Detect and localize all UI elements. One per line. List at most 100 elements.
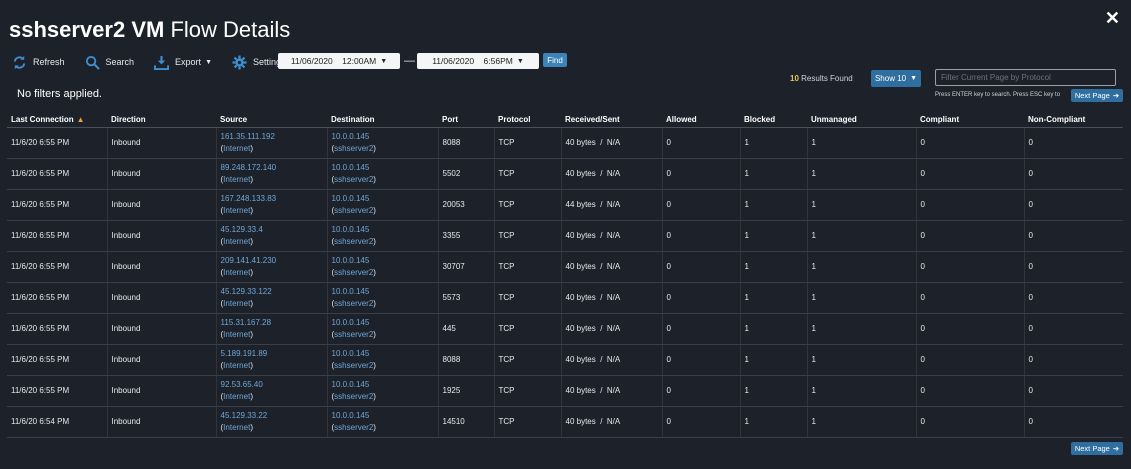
close-icon[interactable]: ✕ xyxy=(1104,8,1120,28)
cell-direction: Inbound xyxy=(107,251,217,283)
destination-host-link[interactable]: sshserver2 xyxy=(334,392,374,401)
destination-ip-link[interactable]: 10.0.0.145 xyxy=(331,411,370,420)
next-page-button-bottom[interactable]: Next Page ➔ xyxy=(1071,442,1123,455)
source-zone-link[interactable]: Internet xyxy=(223,299,251,308)
page-size-select[interactable]: Show 10 ▼ xyxy=(871,70,921,87)
source-ip-link[interactable]: 167.248.133.83 xyxy=(220,194,277,203)
cell-destination: 10.0.0.145 (sshserver2) xyxy=(327,406,439,438)
source-zone-link[interactable]: Internet xyxy=(223,392,251,401)
source-zone-link[interactable]: Internet xyxy=(223,361,251,370)
search-button[interactable]: Search xyxy=(85,55,135,70)
destination-host-link[interactable]: sshserver2 xyxy=(334,144,374,153)
destination-host-link[interactable]: sshserver2 xyxy=(334,175,374,184)
source-zone-link[interactable]: Internet xyxy=(223,237,251,246)
table-row[interactable]: 11/6/20 6:55 PM Inbound 45.129.33.4 (Intern… xyxy=(7,220,1123,252)
source-ip-link[interactable]: 45.129.33.22 xyxy=(220,411,268,420)
destination-ip-link[interactable]: 10.0.0.145 xyxy=(331,194,370,203)
arrow-right-icon: ➔ xyxy=(1112,91,1120,100)
table-row[interactable]: 11/6/20 6:55 PM Inbound 5.189.191.89 (Inter… xyxy=(7,344,1123,376)
results-number: 10 xyxy=(790,74,799,83)
cell-last-connection: 11/6/20 6:55 PM xyxy=(7,251,108,283)
destination-ip-link[interactable]: 10.0.0.145 xyxy=(331,380,370,389)
source-zone-link[interactable]: Internet xyxy=(223,423,251,432)
destination-host-link[interactable]: sshserver2 xyxy=(334,237,374,246)
destination-host-link[interactable]: sshserver2 xyxy=(334,268,374,277)
source-ip-link[interactable]: 5.189.191.89 xyxy=(220,349,268,358)
table-row[interactable]: 11/6/20 6:55 PM Inbound 115.31.167.28 (Inte… xyxy=(7,313,1123,345)
col-port[interactable]: Port xyxy=(438,111,494,128)
cell-direction: Inbound xyxy=(107,344,217,376)
col-last-connection[interactable]: Last Connection ▲ xyxy=(7,111,107,128)
cell-blocked: 1 xyxy=(740,251,808,283)
protocol-filter-input[interactable] xyxy=(935,69,1116,86)
table-row[interactable]: 11/6/20 6:55 PM Inbound 161.35.111.192 (Int… xyxy=(7,127,1123,159)
destination-ip-link[interactable]: 10.0.0.145 xyxy=(331,287,370,296)
source-zone-link[interactable]: Internet xyxy=(223,175,251,184)
col-allowed[interactable]: Allowed xyxy=(662,111,740,128)
cell-blocked: 1 xyxy=(740,127,808,159)
col-unmanaged[interactable]: Unmanaged xyxy=(807,111,916,128)
table-row[interactable]: 11/6/20 6:55 PM Inbound 209.141.41.230 (Int… xyxy=(7,251,1123,283)
destination-ip-link[interactable]: 10.0.0.145 xyxy=(331,256,370,265)
cell-received-sent: 40 bytes / N/A xyxy=(561,251,663,283)
source-ip-link[interactable]: 92.53.65.40 xyxy=(220,380,263,389)
cell-unmanaged: 1 xyxy=(807,282,917,314)
table-row[interactable]: 11/6/20 6:55 PM Inbound 92.53.65.40 (Intern… xyxy=(7,375,1123,407)
cell-compliant: 0 xyxy=(916,127,1025,159)
end-date-picker[interactable]: 11/06/2020 6:56PM ▼ xyxy=(417,53,539,69)
col-source[interactable]: Source xyxy=(216,111,327,128)
cell-unmanaged: 1 xyxy=(807,344,917,376)
search-label: Search xyxy=(105,57,135,67)
source-zone-link[interactable]: Internet xyxy=(223,268,251,277)
destination-host-link[interactable]: sshserver2 xyxy=(334,361,374,370)
cell-allowed: 0 xyxy=(662,406,741,438)
refresh-button[interactable]: Refresh xyxy=(12,55,65,70)
cell-compliant: 0 xyxy=(916,406,1025,438)
table-row[interactable]: 11/6/20 6:55 PM Inbound 167.248.133.83 (Int… xyxy=(7,189,1123,221)
destination-host-link[interactable]: sshserver2 xyxy=(334,299,374,308)
export-button[interactable]: Export ▼ xyxy=(154,55,212,70)
destination-host-link[interactable]: sshserver2 xyxy=(334,423,374,432)
source-ip-link[interactable]: 115.31.167.28 xyxy=(220,318,272,327)
cell-unmanaged: 1 xyxy=(807,375,917,407)
cell-last-connection: 11/6/20 6:55 PM xyxy=(7,375,108,407)
source-zone-link[interactable]: Internet xyxy=(223,206,251,215)
destination-host-link[interactable]: sshserver2 xyxy=(334,206,374,215)
destination-ip-link[interactable]: 10.0.0.145 xyxy=(331,349,370,358)
col-received-sent[interactable]: Received/Sent xyxy=(561,111,662,128)
start-date-picker[interactable]: 11/06/2020 12:00AM ▼ xyxy=(278,53,400,69)
cell-source: 161.35.111.192 (Internet) xyxy=(216,127,328,159)
source-ip-link[interactable]: 161.35.111.192 xyxy=(220,132,275,141)
source-ip-link[interactable]: 45.129.33.122 xyxy=(220,287,272,296)
cell-destination: 10.0.0.145 (sshserver2) xyxy=(327,251,439,283)
source-zone-link[interactable]: Internet xyxy=(223,144,251,153)
destination-ip-link[interactable]: 10.0.0.145 xyxy=(331,318,370,327)
settings-label: Settings xyxy=(253,57,286,67)
cell-allowed: 0 xyxy=(662,282,741,314)
source-ip-link[interactable]: 45.129.33.4 xyxy=(220,225,263,234)
destination-ip-link[interactable]: 10.0.0.145 xyxy=(331,163,370,172)
next-page-label: Next Page xyxy=(1074,91,1110,100)
source-ip-link[interactable]: 89.248.172.140 xyxy=(220,163,277,172)
destination-ip-link[interactable]: 10.0.0.145 xyxy=(331,225,370,234)
source-zone-link[interactable]: Internet xyxy=(223,330,251,339)
col-destination[interactable]: Destination xyxy=(327,111,438,128)
cell-destination: 10.0.0.145 (sshserver2) xyxy=(327,344,439,376)
col-protocol[interactable]: Protocol xyxy=(494,111,561,128)
col-non-compliant[interactable]: Non-Compliant xyxy=(1024,111,1123,128)
destination-ip-link[interactable]: 10.0.0.145 xyxy=(331,132,370,141)
source-ip-link[interactable]: 209.141.41.230 xyxy=(220,256,277,265)
table-row[interactable]: 11/6/20 6:54 PM Inbound 45.129.33.22 (Inter… xyxy=(7,406,1123,438)
next-page-button-top[interactable]: Next Page ➔ xyxy=(1071,89,1123,102)
find-button[interactable]: Find xyxy=(543,53,567,67)
table-row[interactable]: 11/6/20 6:55 PM Inbound 89.248.172.140 (Int… xyxy=(7,158,1123,190)
settings-button[interactable]: Settings xyxy=(232,54,286,70)
table-row[interactable]: 11/6/20 6:55 PM Inbound 45.129.33.122 (Inte… xyxy=(7,282,1123,314)
destination-host-link[interactable]: sshserver2 xyxy=(334,330,374,339)
cell-protocol: TCP xyxy=(494,189,562,221)
col-blocked[interactable]: Blocked xyxy=(740,111,807,128)
col-compliant[interactable]: Compliant xyxy=(916,111,1024,128)
col-direction[interactable]: Direction xyxy=(107,111,216,128)
cell-allowed: 0 xyxy=(662,375,741,407)
cell-protocol: TCP xyxy=(494,220,562,252)
